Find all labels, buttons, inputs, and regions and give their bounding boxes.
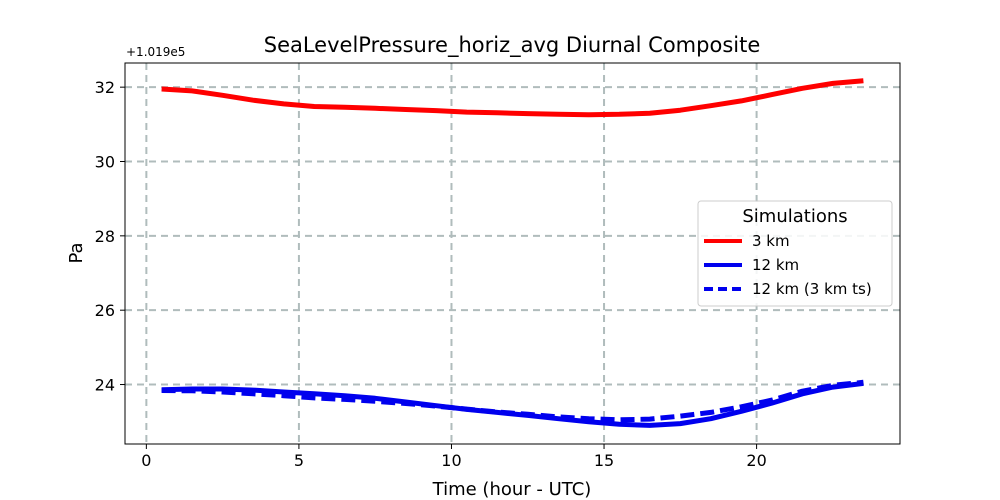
y-axis-label: Pa (66, 242, 87, 263)
y-tick-label: 28 (95, 227, 115, 246)
x-axis-label: Time (hour - UTC) (432, 479, 592, 500)
legend-title: Simulations (742, 206, 847, 227)
legend-label-12-km-3-km-ts: 12 km (3 km ts) (752, 280, 872, 298)
y-tick-label: 32 (95, 78, 115, 97)
series-lines (161, 78, 864, 428)
chart-title: SeaLevelPressure_horiz_avg Diurnal Compo… (264, 33, 761, 58)
y-tick-label: 24 (95, 376, 115, 395)
x-tick-label: 10 (441, 451, 461, 470)
x-tick-label: 5 (294, 451, 304, 470)
x-tick-label: 20 (746, 451, 766, 470)
series-line-12-km-3-km-ts (161, 379, 864, 423)
legend: Simulations 3 km 12 km 12 km (3 km ts) (697, 200, 893, 307)
y-tick-label: 26 (95, 301, 115, 320)
y-offset-label: +1.019e5 (126, 45, 185, 59)
axis-ticks: 0 5 10 15 20 24 26 28 30 32 (95, 78, 767, 470)
grid (125, 63, 900, 444)
legend-label-3-km: 3 km (752, 232, 790, 250)
x-tick-label: 15 (594, 451, 614, 470)
legend-label-12-km: 12 km (752, 256, 799, 274)
series-line-3-km (161, 78, 864, 118)
legend-box (697, 200, 893, 307)
x-tick-label: 0 (141, 451, 151, 470)
y-tick-label: 30 (95, 153, 115, 172)
plot-frame (124, 62, 901, 445)
